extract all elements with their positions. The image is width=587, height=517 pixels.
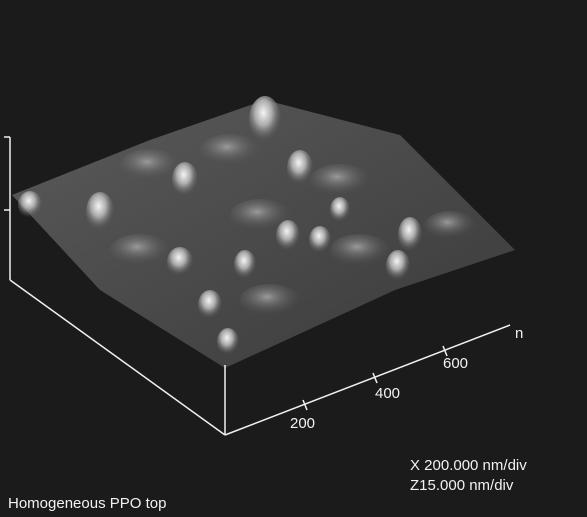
peak — [330, 197, 350, 223]
peak — [287, 150, 313, 186]
axis-unit: n — [515, 325, 523, 342]
bump — [240, 284, 300, 316]
peak — [167, 247, 193, 277]
bump — [330, 234, 390, 266]
tick-label: 600 — [443, 355, 468, 372]
peak — [234, 250, 256, 280]
peak — [276, 220, 300, 252]
bump — [200, 134, 260, 166]
bump — [120, 149, 180, 181]
x-scale: X 200.000 nm/div — [410, 457, 527, 474]
bump — [310, 164, 370, 196]
peak — [86, 192, 114, 232]
peak — [18, 191, 42, 219]
caption: Homogeneous PPO top — [8, 495, 166, 512]
tick-label: 200 — [290, 415, 315, 432]
peak — [398, 217, 422, 253]
peak — [386, 250, 410, 282]
peak — [309, 226, 331, 254]
tick-label: 400 — [375, 385, 400, 402]
peak — [198, 290, 222, 320]
peak — [249, 96, 281, 144]
peak — [172, 162, 198, 198]
z-scale: Z15.000 nm/div — [410, 477, 514, 494]
bump — [425, 211, 475, 239]
bump — [110, 234, 170, 266]
afm-image: n 200 400 600 X 200.000 nm/div Z15.000 n… — [0, 0, 587, 517]
page: n 200 400 600 X 200.000 nm/div Z15.000 n… — [0, 0, 587, 517]
peak — [217, 328, 239, 356]
